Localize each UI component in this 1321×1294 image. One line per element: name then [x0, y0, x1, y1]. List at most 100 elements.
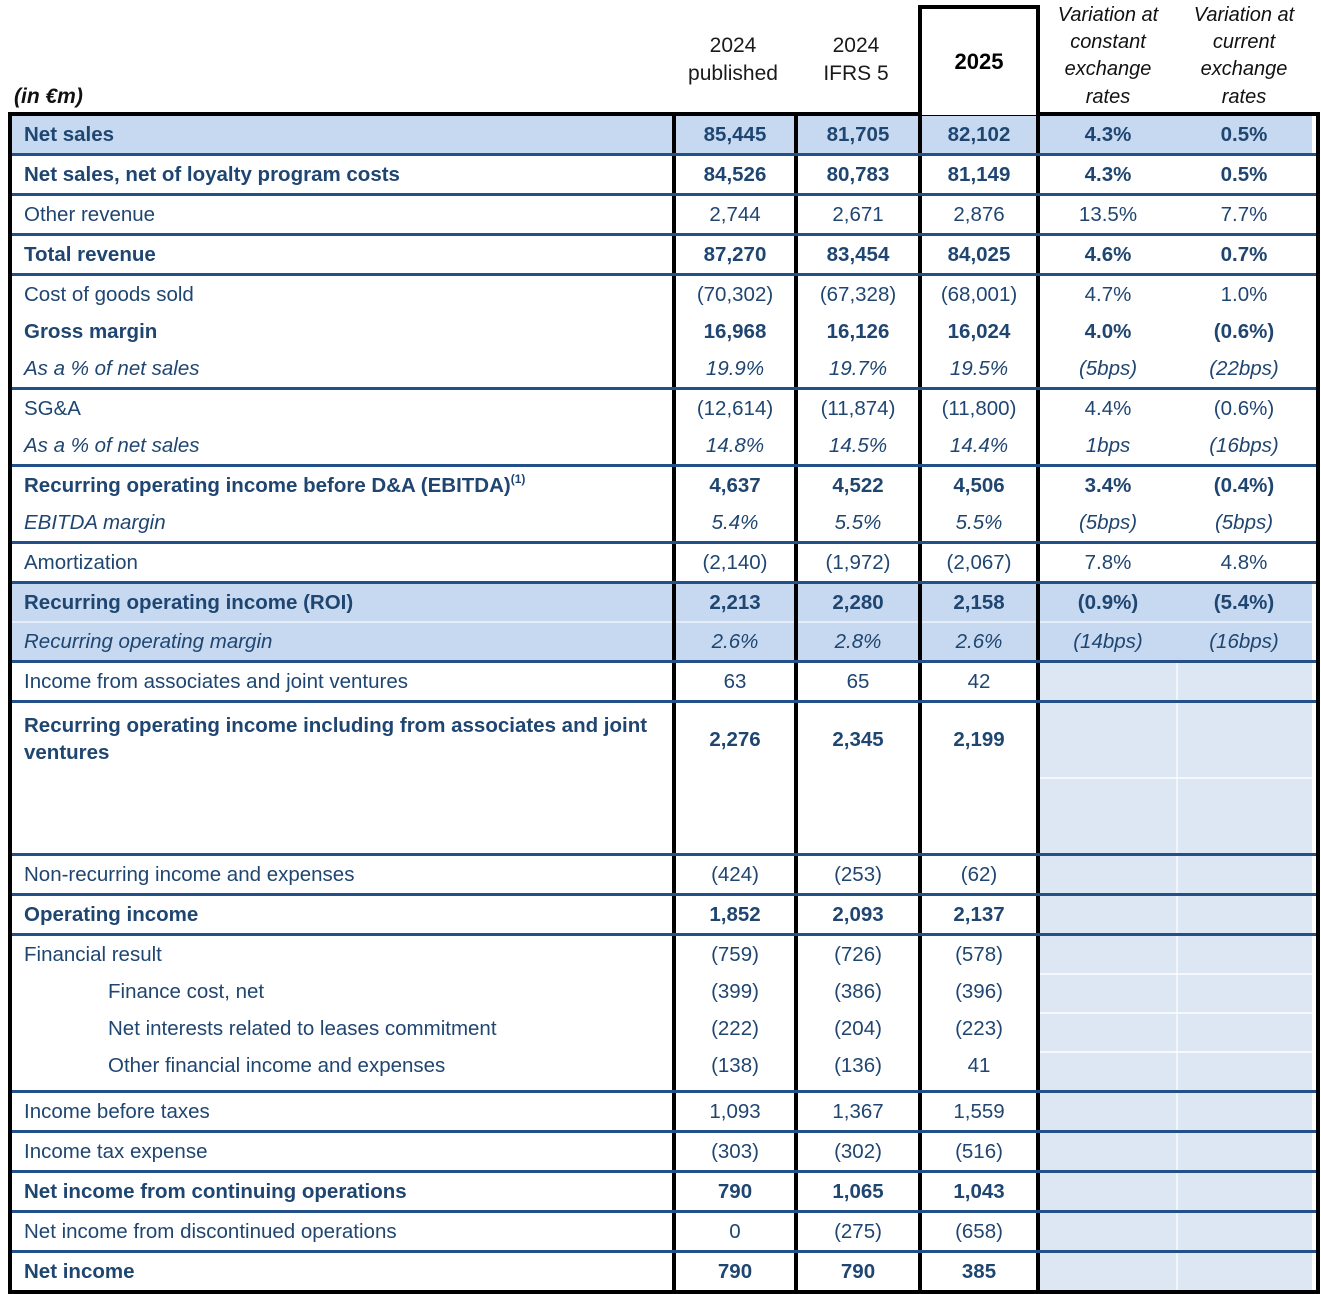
cell-value: (11,800): [941, 396, 1017, 420]
cell-value: 0.5%: [1220, 162, 1268, 186]
cell-2024-ifrs5: (726) (386) (204) (136): [794, 936, 918, 1090]
cell-2025: 4,506 5.5%: [918, 467, 1040, 541]
cell-2025: (578) (396) (223) 41: [918, 936, 1040, 1090]
cell-2025: 1,043: [918, 1173, 1040, 1210]
cell-2025: 84,025: [918, 236, 1040, 273]
cell-2024-published: 2,276: [672, 703, 794, 853]
cell-value: 4.8%: [1220, 550, 1268, 574]
row-label-cell: Income from associates and joint venture…: [12, 663, 672, 700]
cell-2024-ifrs5: 790: [794, 1253, 918, 1290]
cell-2024-published: 87,270: [672, 236, 794, 273]
header-variation-current: Variation at current exchange rates: [1193, 4, 1295, 108]
cell-value: 7.7%: [1220, 202, 1268, 226]
row-label: SG&A: [24, 396, 81, 420]
cell-value: 4.0%: [1084, 319, 1132, 343]
row-label-cell: Other revenue: [12, 196, 672, 233]
variation-empty-cell: [1040, 1213, 1312, 1250]
cell-value: 14.5%: [828, 433, 888, 457]
row-label: Total revenue: [24, 242, 156, 266]
cell-value: (22bps): [1209, 356, 1279, 380]
cell-value: 2,137: [953, 902, 1005, 926]
cell-value: 790: [717, 1179, 753, 1203]
cell-2024-ifrs5: 2,671: [794, 196, 918, 233]
financial-results-table: (in €m) 2024 published 2024 IFRS 5 2025 …: [8, 0, 1320, 1294]
cell-2025: 2,137: [918, 896, 1040, 933]
cell-value: 2,199: [953, 728, 1005, 751]
variation-empty-cell: [1040, 896, 1312, 933]
header-2024-ifrs5: 2024 IFRS 5: [823, 34, 889, 86]
row-label: Finance cost, net: [108, 979, 265, 1003]
variation-gridline: [1040, 936, 1312, 973]
cell-2024-published: (2,140): [672, 544, 794, 581]
row-label: Financial result: [24, 942, 162, 966]
cell-2024-published: (70,302) 16,968 19.9%: [672, 276, 794, 387]
variation-gridline: [1040, 896, 1312, 933]
variation-empty-cell: [1040, 1173, 1312, 1210]
cell-variation-constant: 4.6%: [1040, 236, 1176, 273]
row-label: Net income: [24, 1259, 135, 1283]
cell-value: 87,270: [703, 242, 767, 266]
header-2025: 2025: [918, 5, 1040, 115]
cell-2024-ifrs5: 2,345: [794, 703, 918, 853]
table-row-group: Recurring operating income before D&A (E…: [12, 464, 1316, 541]
cell-2024-ifrs5: 80,783: [794, 156, 918, 193]
cell-2024-published: 0: [672, 1213, 794, 1250]
cell-value: (302): [834, 1139, 882, 1163]
cell-value: 3.4%: [1084, 473, 1132, 497]
cell-2025: (2,067): [918, 544, 1040, 581]
cell-value: 1,852: [709, 902, 761, 926]
row-label-cell: Net income: [12, 1253, 672, 1290]
table-row-group: Income before taxes 1,093 1,367 1,559: [12, 1090, 1316, 1130]
cell-variation-current: (5.4%) (16bps): [1176, 584, 1312, 660]
cell-value: (399): [711, 979, 759, 1003]
cell-2024-ifrs5: (253): [794, 856, 918, 893]
header-2024-published: 2024 published: [688, 34, 778, 86]
row-label: Net income from discontinued operations: [24, 1219, 397, 1243]
row-label-cell: Non-recurring income and expenses: [12, 856, 672, 893]
cell-value: 5.5%: [834, 510, 882, 534]
cell-value: (5bps): [1078, 510, 1138, 534]
variation-gridline: [1040, 856, 1312, 893]
cell-value: 65: [846, 669, 870, 693]
cell-2025: 2,876: [918, 196, 1040, 233]
cell-2024-published: 84,526: [672, 156, 794, 193]
variation-gridline: [1040, 1173, 1312, 1210]
cell-value: (396): [955, 979, 1003, 1003]
cell-value: 83,454: [826, 242, 890, 266]
cell-value: (726): [834, 942, 882, 966]
cell-value: 1,065: [832, 1179, 884, 1203]
table-row-group: SG&A As a % of net sales (12,614) 14.8% (11,…: [12, 387, 1316, 464]
variation-empty-cell: [1040, 663, 1312, 700]
cell-value: (5bps): [1078, 356, 1138, 380]
cell-value: 14.8%: [705, 433, 765, 457]
cell-value: (424): [711, 862, 759, 886]
cell-value: (12,614): [696, 396, 774, 420]
row-label: Recurring operating income (ROI): [24, 590, 354, 614]
table-row-group: Amortization (2,140) (1,972) (2,067) 7.8% 4.8…: [12, 541, 1316, 581]
cell-2024-ifrs5: 1,367: [794, 1093, 918, 1130]
cell-2024-ifrs5: (302): [794, 1133, 918, 1170]
cell-value: 84,025: [947, 242, 1011, 266]
cell-value: 4.6%: [1084, 242, 1132, 266]
cell-value: 1,367: [832, 1099, 884, 1123]
variation-gridline: [1040, 1093, 1312, 1130]
cell-value: 7.8%: [1084, 550, 1132, 574]
cell-value: (386): [834, 979, 882, 1003]
cell-value: 19.9%: [705, 356, 765, 380]
cell-2025: 385: [918, 1253, 1040, 1290]
cell-value: 4.3%: [1084, 122, 1132, 146]
row-label-cell: Total revenue: [12, 236, 672, 273]
header-variation-constant: Variation at constant exchange rates: [1057, 4, 1159, 108]
variation-gridline: [1040, 703, 1312, 777]
cell-value: 2,276: [709, 728, 761, 751]
cell-2024-ifrs5: 83,454: [794, 236, 918, 273]
table-row-group: Income tax expense (303) (302) (516): [12, 1130, 1316, 1170]
row-label: Income before taxes: [24, 1099, 210, 1123]
cell-value: 2.8%: [798, 621, 918, 660]
cell-variation-constant: 4.3%: [1040, 156, 1176, 193]
cell-2024-published: 1,852: [672, 896, 794, 933]
cell-value: (0.6%): [1213, 396, 1275, 420]
cell-2024-published: 790: [672, 1253, 794, 1290]
row-label: Net sales: [24, 122, 115, 146]
row-label: Gross margin: [24, 319, 158, 343]
